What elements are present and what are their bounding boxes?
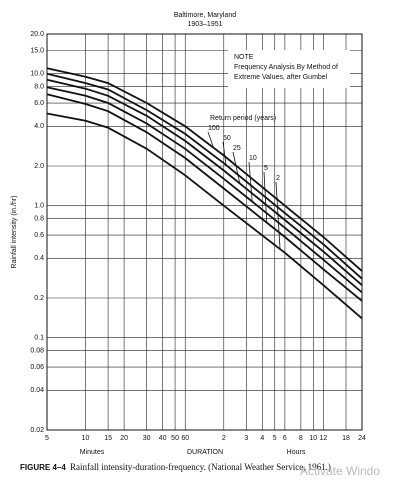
- y-tick-label: 0.8: [34, 215, 44, 222]
- x-axis-label-hours: Hours: [287, 449, 306, 456]
- y-tick-label: 20.0: [30, 31, 44, 38]
- x-tick-label: 40: [159, 435, 167, 442]
- note-line: NOTE: [234, 54, 254, 61]
- x-tick-label: 5: [45, 435, 49, 442]
- y-tick-label: 0.2: [34, 295, 44, 302]
- x-tick-label: 24: [358, 435, 366, 442]
- leader-line: [263, 171, 268, 223]
- x-tick-label: 60: [181, 435, 189, 442]
- chart-title: Baltimore, Maryland: [174, 12, 236, 19]
- x-tick-label: 2: [222, 435, 226, 442]
- x-tick-label: 15: [104, 435, 112, 442]
- series-line: [46, 78, 363, 286]
- series-line: [46, 112, 363, 320]
- x-tick-label: 6: [283, 435, 287, 442]
- y-tick-label: 1.0: [34, 203, 44, 210]
- y-tick-label: 0.6: [34, 232, 44, 239]
- y-tick-label: 0.02: [30, 427, 44, 434]
- note-line: Frequency Analysis By Method of: [234, 64, 338, 71]
- caption-number: FIGURE 4–4: [20, 463, 66, 472]
- y-tick-label: 0.4: [34, 255, 44, 262]
- caption: Rainfall intensity-duration-frequency. (…: [70, 462, 331, 472]
- series-line: [46, 67, 363, 272]
- x-tick-label: 10: [309, 435, 317, 442]
- y-tick-label: 0.04: [30, 387, 44, 394]
- x-tick-label: 3: [244, 435, 248, 442]
- leader-line: [248, 161, 253, 202]
- watermark: Activate Windo: [300, 464, 380, 478]
- x-axis-label-minutes: Minutes: [80, 449, 105, 456]
- x-tick-label: 50: [171, 435, 179, 442]
- leader-line: [232, 151, 241, 184]
- y-tick-label: 0.1: [34, 335, 44, 342]
- leader-line: [207, 131, 215, 148]
- x-tick-label: 18: [342, 435, 350, 442]
- legend-label: 25: [233, 145, 241, 152]
- y-tick-label: 6.0: [34, 100, 44, 107]
- y-tick-label: 15.0: [30, 47, 44, 54]
- y-axis-label: Rainfall intensity (in./hr): [11, 195, 18, 268]
- series-line: [46, 93, 363, 302]
- x-tick-label: 8: [299, 435, 303, 442]
- x-tick-label: 5: [273, 435, 277, 442]
- x-tick-label: 4: [260, 435, 264, 442]
- series-line: [46, 72, 363, 280]
- legend-label: 50: [223, 135, 231, 142]
- legend-label: 5: [264, 165, 268, 172]
- x-tick-label: 30: [143, 435, 151, 442]
- note-box: [228, 50, 350, 88]
- x-tick-label: 12: [320, 435, 328, 442]
- x-tick-label: 20: [120, 435, 128, 442]
- legend-label: 100: [208, 125, 220, 132]
- series-line: [46, 86, 363, 294]
- note-line: Extreme Values, after Gumbel: [234, 74, 328, 81]
- y-tick-label: 0.06: [30, 364, 44, 371]
- plot-frame: [46, 33, 363, 431]
- y-tick-label: 4.0: [34, 123, 44, 130]
- y-tick-label: 8.0: [34, 83, 44, 90]
- x-tick-label: 10: [82, 435, 90, 442]
- x-axis-label: DURATION: [187, 449, 223, 456]
- y-tick-label: 10.0: [30, 71, 44, 78]
- legend-title: Return period (years): [210, 115, 276, 122]
- leader-line: [222, 141, 227, 166]
- y-tick-label: 0.08: [30, 347, 44, 354]
- legend-label: 2: [276, 175, 280, 182]
- chart-subtitle: 1903–1951: [187, 21, 222, 28]
- legend-label: 10: [249, 155, 257, 162]
- leader-line: [275, 181, 281, 250]
- y-tick-label: 2.0: [34, 163, 44, 170]
